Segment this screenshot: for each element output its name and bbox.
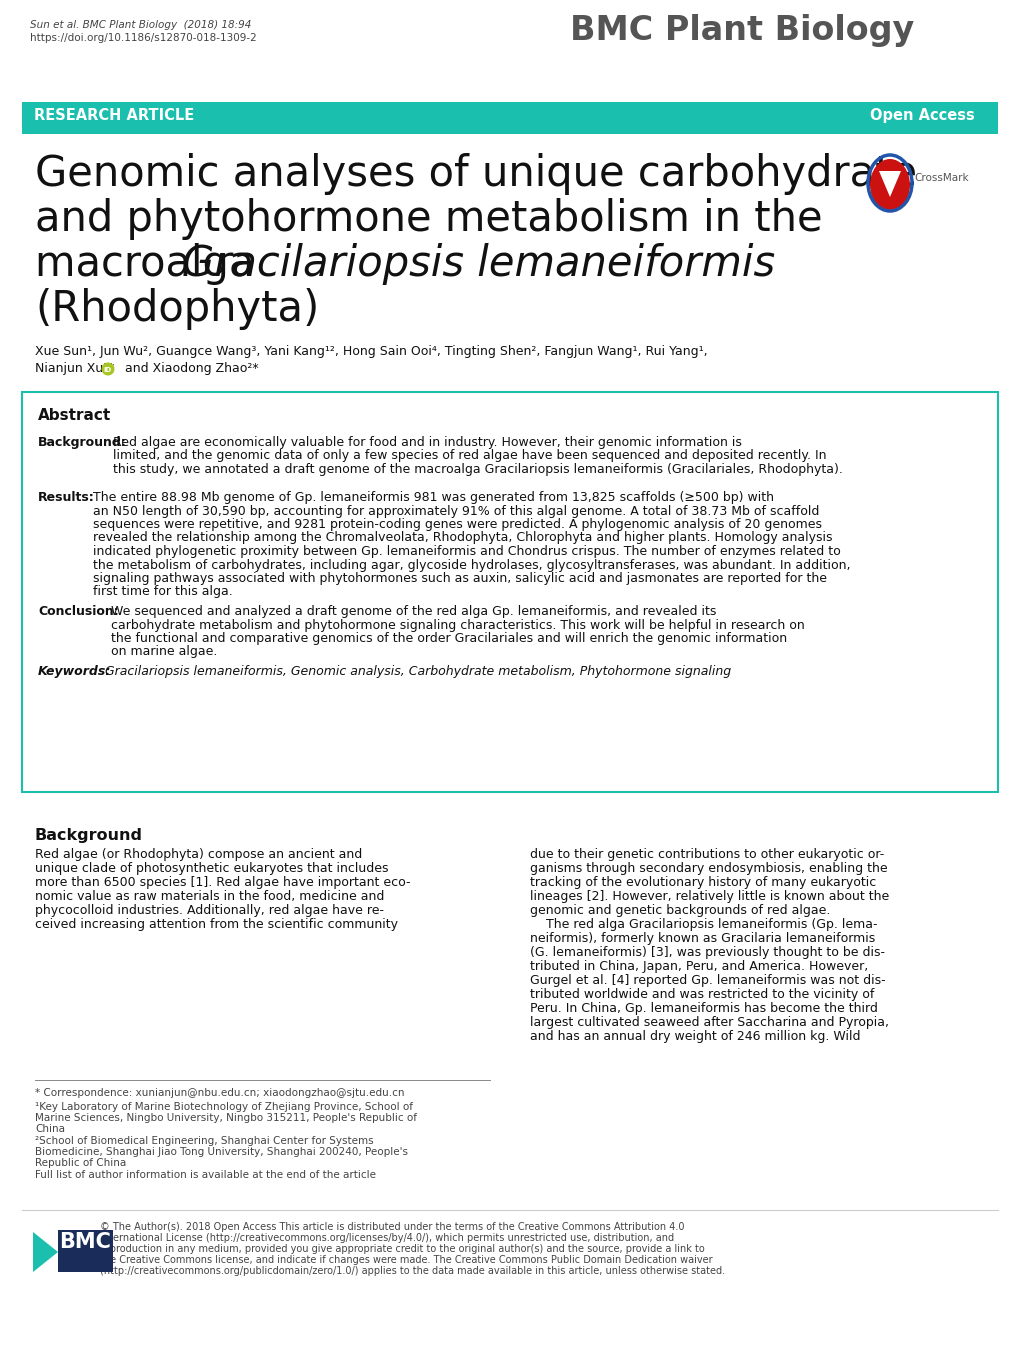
Text: The red alga Gracilariopsis lemaneiformis (Gp. lema-: The red alga Gracilariopsis lemaneiformi… <box>530 917 876 931</box>
Text: (http://creativecommons.org/publicdomain/zero/1.0/) applies to the data made ava: (http://creativecommons.org/publicdomain… <box>100 1266 725 1276</box>
Text: https://doi.org/10.1186/s12870-018-1309-2: https://doi.org/10.1186/s12870-018-1309-… <box>30 33 257 43</box>
Text: (Rhodophyta): (Rhodophyta) <box>35 289 319 331</box>
Text: BMC: BMC <box>59 1232 111 1252</box>
Text: and Xiaodong Zhao²*: and Xiaodong Zhao²* <box>121 362 259 375</box>
Text: * Correspondence: xunianjun@nbu.edu.cn; xiaodongzhao@sjtu.edu.cn: * Correspondence: xunianjun@nbu.edu.cn; … <box>35 1088 405 1098</box>
Polygon shape <box>878 171 900 196</box>
Text: Gracilariopsis lemaneiformis: Gracilariopsis lemaneiformis <box>181 243 774 285</box>
Text: Full list of author information is available at the end of the article: Full list of author information is avail… <box>35 1169 376 1180</box>
Text: We sequenced and analyzed a draft genome of the red alga Gp. lemaneiformis, and : We sequenced and analyzed a draft genome… <box>111 604 715 618</box>
Text: Background:: Background: <box>38 436 126 449</box>
Text: nomic value as raw materials in the food, medicine and: nomic value as raw materials in the food… <box>35 890 384 902</box>
Text: signaling pathways associated with phytohormones such as auxin, salicylic acid a: signaling pathways associated with phyto… <box>93 572 826 585</box>
Text: Genomic analyses of unique carbohydrate: Genomic analyses of unique carbohydrate <box>35 153 916 195</box>
Text: Republic of China: Republic of China <box>35 1159 126 1168</box>
Text: due to their genetic contributions to other eukaryotic or-: due to their genetic contributions to ot… <box>530 848 883 860</box>
Text: tributed in China, Japan, Peru, and America. However,: tributed in China, Japan, Peru, and Amer… <box>530 959 867 973</box>
Text: Peru. In China, Gp. lemaneiformis has become the third: Peru. In China, Gp. lemaneiformis has be… <box>530 1001 877 1015</box>
Text: phycocolloid industries. Additionally, red algae have re-: phycocolloid industries. Additionally, r… <box>35 904 383 917</box>
Text: RESEARCH ARTICLE: RESEARCH ARTICLE <box>34 108 194 123</box>
Text: Red algae are economically valuable for food and in industry. However, their gen: Red algae are economically valuable for … <box>113 436 741 449</box>
Text: macroalga: macroalga <box>35 243 267 285</box>
Text: Results:: Results: <box>38 491 95 504</box>
Text: Keywords:: Keywords: <box>38 665 111 678</box>
Text: Red algae (or Rhodophyta) compose an ancient and: Red algae (or Rhodophyta) compose an anc… <box>35 848 362 860</box>
Text: Gracilariopsis lemaneiformis, Genomic analysis, Carbohydrate metabolism, Phytoho: Gracilariopsis lemaneiformis, Genomic an… <box>101 665 731 678</box>
Bar <box>22 102 997 134</box>
Text: sequences were repetitive, and 9281 protein-coding genes were predicted. A phylo: sequences were repetitive, and 9281 prot… <box>93 518 821 531</box>
Text: The entire 88.98 Mb genome of Gp. lemaneiformis 981 was generated from 13,825 sc: The entire 88.98 Mb genome of Gp. lemane… <box>93 491 773 504</box>
Text: an N50 length of 30,590 bp, accounting for approximately 91% of this algal genom: an N50 length of 30,590 bp, accounting f… <box>93 504 818 518</box>
Text: first time for this alga.: first time for this alga. <box>93 585 232 599</box>
Text: Nianjun Xu¹*: Nianjun Xu¹* <box>35 362 118 375</box>
Text: BMC Plant Biology: BMC Plant Biology <box>570 14 913 47</box>
Text: genomic and genetic backgrounds of red algae.: genomic and genetic backgrounds of red a… <box>530 904 829 917</box>
Text: carbohydrate metabolism and phytohormone signaling characteristics. This work wi: carbohydrate metabolism and phytohormone… <box>111 618 804 631</box>
Text: Sun et al. BMC Plant Biology  (2018) 18:94: Sun et al. BMC Plant Biology (2018) 18:9… <box>30 20 251 30</box>
Text: on marine algae.: on marine algae. <box>111 645 217 659</box>
Text: ganisms through secondary endosymbiosis, enabling the: ganisms through secondary endosymbiosis,… <box>530 862 887 875</box>
Text: this study, we annotated a draft genome of the macroalga Gracilariopsis lemaneif: this study, we annotated a draft genome … <box>113 463 842 476</box>
Text: more than 6500 species [1]. Red algae have important eco-: more than 6500 species [1]. Red algae ha… <box>35 875 410 889</box>
Text: Abstract: Abstract <box>38 408 111 423</box>
Text: Gurgel et al. [4] reported Gp. lemaneiformis was not dis-: Gurgel et al. [4] reported Gp. lemaneifo… <box>530 974 884 986</box>
Text: Background: Background <box>35 828 143 843</box>
Text: CrossMark: CrossMark <box>913 173 968 183</box>
Text: and phytohormone metabolism in the: and phytohormone metabolism in the <box>35 198 821 240</box>
Text: Marine Sciences, Ningbo University, Ningbo 315211, People's Republic of: Marine Sciences, Ningbo University, Ning… <box>35 1112 417 1123</box>
Text: neiformis), formerly known as Gracilaria lemaneiformis: neiformis), formerly known as Gracilaria… <box>530 932 874 944</box>
Text: limited, and the genomic data of only a few species of red algae have been seque: limited, and the genomic data of only a … <box>113 450 825 462</box>
Text: reproduction in any medium, provided you give appropriate credit to the original: reproduction in any medium, provided you… <box>100 1244 704 1253</box>
Text: ²School of Biomedical Engineering, Shanghai Center for Systems: ²School of Biomedical Engineering, Shang… <box>35 1135 373 1146</box>
Text: the functional and comparative genomics of the order Gracilariales and will enri: the functional and comparative genomics … <box>111 631 787 645</box>
Text: © The Author(s). 2018 Open Access This article is distributed under the terms of: © The Author(s). 2018 Open Access This a… <box>100 1222 684 1232</box>
Polygon shape <box>33 1232 58 1272</box>
Ellipse shape <box>869 159 909 211</box>
Text: Biomedicine, Shanghai Jiao Tong University, Shanghai 200240, People's: Biomedicine, Shanghai Jiao Tong Universi… <box>35 1146 408 1157</box>
FancyBboxPatch shape <box>22 392 997 793</box>
Bar <box>58 1230 113 1272</box>
Text: iD: iD <box>104 367 112 373</box>
Text: revealed the relationship among the Chromalveolata, Rhodophyta, Chlorophyta and : revealed the relationship among the Chro… <box>93 531 832 545</box>
Text: China: China <box>35 1125 65 1134</box>
Text: the Creative Commons license, and indicate if changes were made. The Creative Co: the Creative Commons license, and indica… <box>100 1255 712 1266</box>
Text: (G. lemaneiformis) [3], was previously thought to be dis-: (G. lemaneiformis) [3], was previously t… <box>530 946 884 959</box>
Text: tracking of the evolutionary history of many eukaryotic: tracking of the evolutionary history of … <box>530 875 875 889</box>
Text: Open Access: Open Access <box>869 108 974 123</box>
Text: tributed worldwide and was restricted to the vicinity of: tributed worldwide and was restricted to… <box>530 988 873 1001</box>
Text: indicated phylogenetic proximity between Gp. lemaneiformis and Chondrus crispus.: indicated phylogenetic proximity between… <box>93 545 840 558</box>
Text: ¹Key Laboratory of Marine Biotechnology of Zhejiang Province, School of: ¹Key Laboratory of Marine Biotechnology … <box>35 1102 413 1112</box>
Text: International License (http://creativecommons.org/licenses/by/4.0/), which permi: International License (http://creativeco… <box>100 1233 674 1243</box>
Text: unique clade of photosynthetic eukaryotes that includes: unique clade of photosynthetic eukaryote… <box>35 862 388 875</box>
Text: and has an annual dry weight of 246 million kg. Wild: and has an annual dry weight of 246 mill… <box>530 1030 860 1043</box>
Text: the metabolism of carbohydrates, including agar, glycoside hydrolases, glycosylt: the metabolism of carbohydrates, includi… <box>93 558 850 572</box>
Text: ceived increasing attention from the scientific community: ceived increasing attention from the sci… <box>35 917 397 931</box>
Text: Conclusion:: Conclusion: <box>38 604 118 618</box>
Text: Xue Sun¹, Jun Wu², Guangce Wang³, Yani Kang¹², Hong Sain Ooi⁴, Tingting Shen², F: Xue Sun¹, Jun Wu², Guangce Wang³, Yani K… <box>35 346 707 358</box>
Text: lineages [2]. However, relatively little is known about the: lineages [2]. However, relatively little… <box>530 890 889 902</box>
Text: largest cultivated seaweed after Saccharina and Pyropia,: largest cultivated seaweed after Sacchar… <box>530 1016 889 1028</box>
Circle shape <box>102 363 114 375</box>
